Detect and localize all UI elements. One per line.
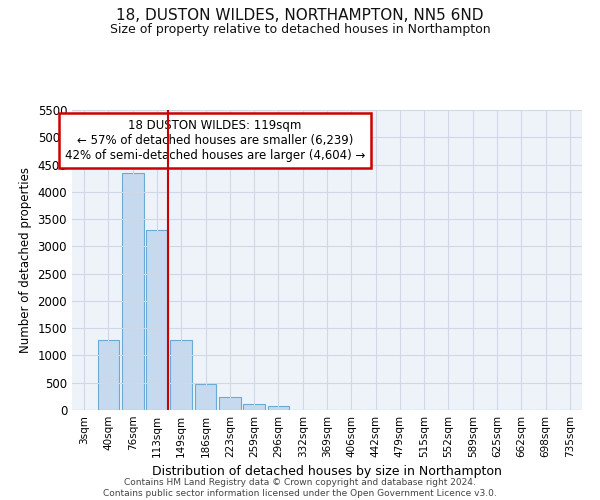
Text: 18, DUSTON WILDES, NORTHAMPTON, NN5 6ND: 18, DUSTON WILDES, NORTHAMPTON, NN5 6ND [116,8,484,22]
Bar [243,404,265,410]
Bar [146,230,168,410]
Text: Contains HM Land Registry data © Crown copyright and database right 2024.
Contai: Contains HM Land Registry data © Crown c… [103,478,497,498]
Bar [97,340,119,410]
Bar [194,384,217,410]
Text: 18 DUSTON WILDES: 119sqm
← 57% of detached houses are smaller (6,239)
42% of sem: 18 DUSTON WILDES: 119sqm ← 57% of detach… [65,119,365,162]
Text: Size of property relative to detached houses in Northampton: Size of property relative to detached ho… [110,22,490,36]
X-axis label: Distribution of detached houses by size in Northampton: Distribution of detached houses by size … [152,466,502,478]
Y-axis label: Number of detached properties: Number of detached properties [19,167,32,353]
Bar [170,340,192,410]
Bar [122,172,143,410]
Bar [219,397,241,410]
Bar [268,406,289,410]
